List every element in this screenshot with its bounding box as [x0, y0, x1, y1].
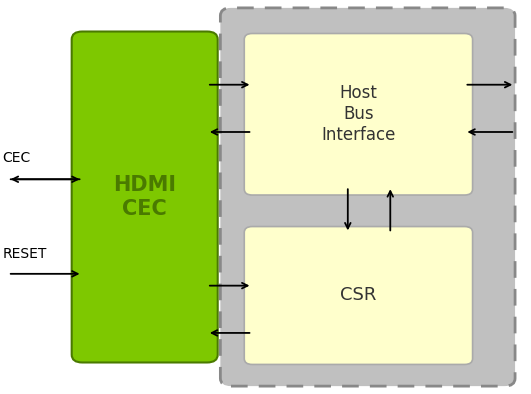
Text: CSR: CSR — [340, 286, 376, 305]
Text: Host
Bus
Interface: Host Bus Interface — [321, 84, 396, 144]
FancyBboxPatch shape — [72, 32, 218, 362]
Text: HDMI
CEC: HDMI CEC — [113, 175, 176, 219]
FancyBboxPatch shape — [220, 8, 515, 386]
Text: RESET: RESET — [3, 247, 47, 261]
FancyBboxPatch shape — [244, 33, 473, 195]
Text: CEC: CEC — [3, 151, 31, 165]
FancyBboxPatch shape — [244, 227, 473, 364]
